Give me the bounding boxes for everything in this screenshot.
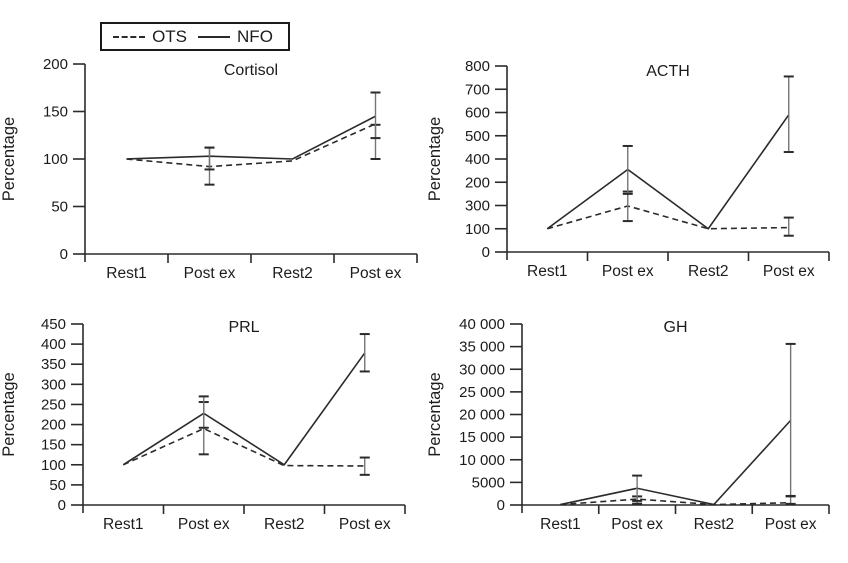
y-tick-label: 200 <box>465 174 490 191</box>
y-tick-label: 200 <box>41 417 66 434</box>
ots-line <box>560 498 791 506</box>
x-category-label: Post ex <box>602 263 654 280</box>
y-tick-label: 0 <box>482 244 490 261</box>
legend: OTS NFO <box>100 22 290 51</box>
x-category-label: Rest2 <box>694 516 735 533</box>
cortisol-chart-svg: 0 50 100 150 200 Rest1 Post ex Rest2 Post ex Cort… <box>0 56 418 281</box>
y-tick-label: 300 <box>41 376 66 393</box>
y-tick-label: 250 <box>41 396 66 413</box>
ots-line <box>126 123 376 168</box>
x-category-label: Rest1 <box>103 516 144 533</box>
x-category-label: Post ex <box>184 265 236 281</box>
panel-prl: 0 50 100 150 200 250 300 350 400 450 Rest1 Post ex R… <box>0 281 424 562</box>
ots-line <box>122 427 365 467</box>
x-category-label: Rest1 <box>540 516 581 533</box>
y-tick-label: 30 000 <box>459 361 505 378</box>
legend-label-nfo: NFO <box>237 27 273 46</box>
y-tick-label: 350 <box>41 356 66 373</box>
y-tick-label: 20 000 <box>459 407 505 424</box>
legend-label-ots: OTS <box>152 27 188 46</box>
panel-acth: 0 100 300 200 400 500 600 700 800 Rest1 Post ex Res… <box>424 0 848 281</box>
y-tick-label: 50 <box>51 199 68 216</box>
panel-title: Cortisol <box>224 62 278 79</box>
y-tick-label: 400 <box>41 336 66 353</box>
prl-chart-svg: 0 50 100 150 200 250 300 350 400 450 Rest1 Post ex R… <box>0 316 406 533</box>
y-axis-label: Percentage <box>0 117 18 201</box>
y-tick-label: 50 <box>49 477 66 494</box>
y-tick-label: 300 <box>465 198 490 215</box>
y-tick-label: 100 <box>43 151 68 168</box>
x-category-label: Post ex <box>350 265 402 281</box>
nfo-solid-line-sample <box>198 36 231 38</box>
x-category-label: Post ex <box>611 516 663 533</box>
x-category-label: Post ex <box>339 516 391 533</box>
y-tick-label: 25 000 <box>459 384 505 401</box>
x-category-label: Rest1 <box>106 265 147 281</box>
y-tick-label: 400 <box>465 151 490 168</box>
ots-line <box>547 205 789 230</box>
y-tick-label: 150 <box>43 104 68 121</box>
y-tick-label: 450 <box>41 316 66 333</box>
y-tick-label: 700 <box>465 81 490 98</box>
y-tick-label: 100 <box>465 221 490 238</box>
y-axis-label: Percentage <box>426 372 444 456</box>
nfo-line <box>560 419 792 506</box>
y-tick-label: 0 <box>60 246 68 263</box>
acth-chart-svg: 0 100 300 200 400 500 600 700 800 Rest1 Post ex Res… <box>426 58 830 280</box>
x-category-label: Post ex <box>178 516 230 533</box>
x-category-label: Post ex <box>763 263 815 280</box>
y-tick-label: 40 000 <box>459 316 505 333</box>
y-tick-label: 500 <box>465 128 490 145</box>
y-tick-label: 600 <box>465 105 490 122</box>
nfo-line <box>122 352 366 466</box>
y-tick-label: 15 000 <box>459 429 505 446</box>
y-tick-label: 800 <box>465 58 490 75</box>
y-axis-label: Percentage <box>0 372 18 456</box>
x-category-label: Rest2 <box>688 263 729 280</box>
panel-cortisol: 0 50 100 150 200 Rest1 Post ex Rest2 Post ex Cort… <box>0 0 424 281</box>
x-category-label: Post ex <box>765 516 817 533</box>
y-tick-label: 10 000 <box>459 452 505 469</box>
panel-title: PRL <box>228 319 259 336</box>
x-category-label: Rest2 <box>272 265 313 281</box>
panel-title: ACTH <box>646 63 690 80</box>
y-tick-label: 5000 <box>472 474 505 491</box>
gh-chart-svg: 0 5000 10 000 15 000 20 000 25 000 30 000 35 00… <box>426 316 830 533</box>
y-tick-label: 150 <box>41 437 66 454</box>
y-tick-label: 100 <box>41 457 66 474</box>
y-tick-label: 0 <box>497 497 505 514</box>
ots-dashed-line-sample <box>113 36 146 38</box>
y-tick-label: 35 000 <box>459 339 505 356</box>
nfo-line <box>546 114 790 230</box>
y-tick-label: 200 <box>43 56 68 73</box>
y-axis-label: Percentage <box>426 117 444 201</box>
panel-title: GH <box>664 319 688 336</box>
x-category-label: Rest1 <box>527 263 568 280</box>
panel-gh: 0 5000 10 000 15 000 20 000 25 000 30 000 35 00… <box>424 281 848 562</box>
x-category-label: Rest2 <box>264 516 305 533</box>
nfo-line <box>126 115 376 160</box>
y-tick-label: 0 <box>58 497 66 514</box>
